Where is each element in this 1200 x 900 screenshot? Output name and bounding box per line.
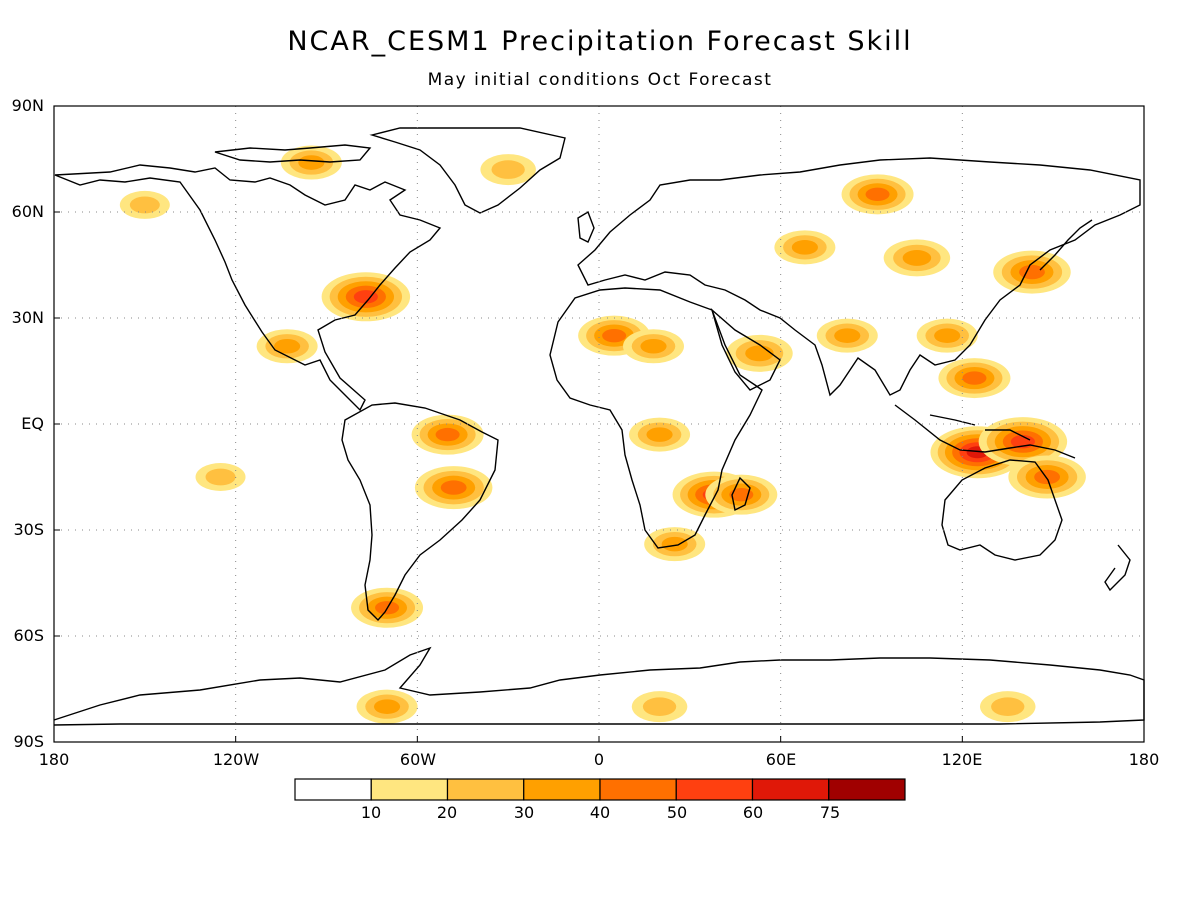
skill-region (993, 250, 1071, 294)
coastline-japan (1039, 219, 1093, 271)
skill-region (256, 329, 318, 364)
colorbar-label-60: 60 (742, 803, 764, 822)
lon-label-120e: 120E (941, 750, 983, 769)
coastline-greenland (369, 127, 566, 214)
skill-contour (1034, 469, 1061, 485)
skill-region (644, 527, 706, 562)
lat-label-60s: 60S (13, 626, 44, 645)
skill-contour (602, 329, 627, 343)
skill-region (356, 689, 418, 724)
colorbar-label-10: 10 (360, 803, 382, 822)
skill-region (119, 190, 170, 219)
colorbar-label-20: 20 (436, 803, 458, 822)
skill-contour (642, 697, 677, 716)
lon-label-120w: 120W (212, 750, 260, 769)
skill-contour (1019, 264, 1045, 280)
coastline-arctic-islands (214, 144, 372, 163)
coastline-indonesia (894, 404, 1076, 459)
skill-contour (129, 196, 160, 214)
lon-label-60w: 60W (399, 750, 437, 769)
lat-label-90s: 90S (13, 732, 44, 751)
skill-contour (934, 328, 961, 343)
skill-contour (298, 155, 325, 170)
skill-region (980, 691, 1036, 723)
skill-contour (646, 427, 673, 442)
skill-contour (962, 371, 987, 385)
map-subtitle: May initial conditions Oct Forecast (427, 70, 773, 90)
skill-region (705, 474, 778, 515)
coastline-africa (549, 287, 763, 549)
skill-region (1008, 455, 1086, 499)
skill-region (411, 414, 484, 455)
coastline-madagascar (731, 476, 751, 512)
map-title: NCAR_CESM1 Precipitation Forecast Skill (287, 26, 913, 57)
lat-label-eq: EQ (21, 414, 44, 433)
skill-region (774, 230, 836, 265)
coastline-arabia (710, 307, 781, 391)
skill-field (119, 145, 1086, 724)
skill-contour (661, 536, 688, 552)
coastlines (53, 127, 1145, 726)
coastline-south-america (341, 402, 499, 622)
skill-region (623, 329, 684, 364)
coastline-new-zealand (1104, 544, 1131, 592)
skill-region (629, 417, 691, 452)
skill-region (883, 239, 951, 277)
skill-region (480, 154, 536, 186)
coastline-australia (941, 459, 1063, 561)
lat-label-30s: 30S (13, 520, 44, 539)
skill-contour (991, 697, 1025, 716)
skill-contour (640, 338, 667, 354)
coastline-antarctica (53, 646, 1145, 726)
skill-contour (274, 338, 301, 354)
skill-contour (353, 290, 378, 304)
colorbar-label-50: 50 (666, 803, 688, 822)
graticule (54, 106, 1144, 742)
skill-region (841, 174, 914, 215)
colorbar-label-30: 30 (513, 803, 535, 822)
skill-region (195, 463, 246, 491)
skill-region (631, 691, 688, 723)
skill-contour (834, 328, 861, 343)
skill-region (816, 318, 878, 353)
axis-ticks (53, 105, 1145, 743)
lon-label-180w: 180 (38, 750, 70, 769)
skill-contour (791, 240, 818, 255)
coastline-north-america (54, 164, 442, 412)
skill-region (321, 272, 411, 322)
skill-contour (440, 480, 467, 495)
skill-region (280, 145, 342, 180)
skill-region (726, 334, 793, 372)
colorbar-label-40: 40 (589, 803, 611, 822)
skill-contour (745, 345, 774, 362)
lat-label-60n: 60N (11, 202, 44, 221)
lon-label-60e: 60E (765, 750, 797, 769)
coastline-eurasia (577, 157, 1141, 397)
skill-region (916, 318, 978, 353)
lon-label-0: 0 (593, 750, 605, 769)
lon-label-180e: 180 (1128, 750, 1160, 769)
skill-region (938, 358, 1011, 399)
skill-contour (491, 160, 525, 179)
skill-contour (205, 468, 236, 486)
skill-contour (902, 250, 932, 266)
skill-contour (435, 427, 460, 442)
skill-contour (865, 187, 890, 201)
skill-contour (373, 699, 401, 714)
lat-label-30n: 30N (11, 308, 44, 327)
colorbar-label-75: 75 (819, 803, 841, 822)
lat-label-90n: 90N (11, 96, 44, 115)
coastline-uk (577, 210, 595, 243)
skill-region (414, 466, 493, 510)
